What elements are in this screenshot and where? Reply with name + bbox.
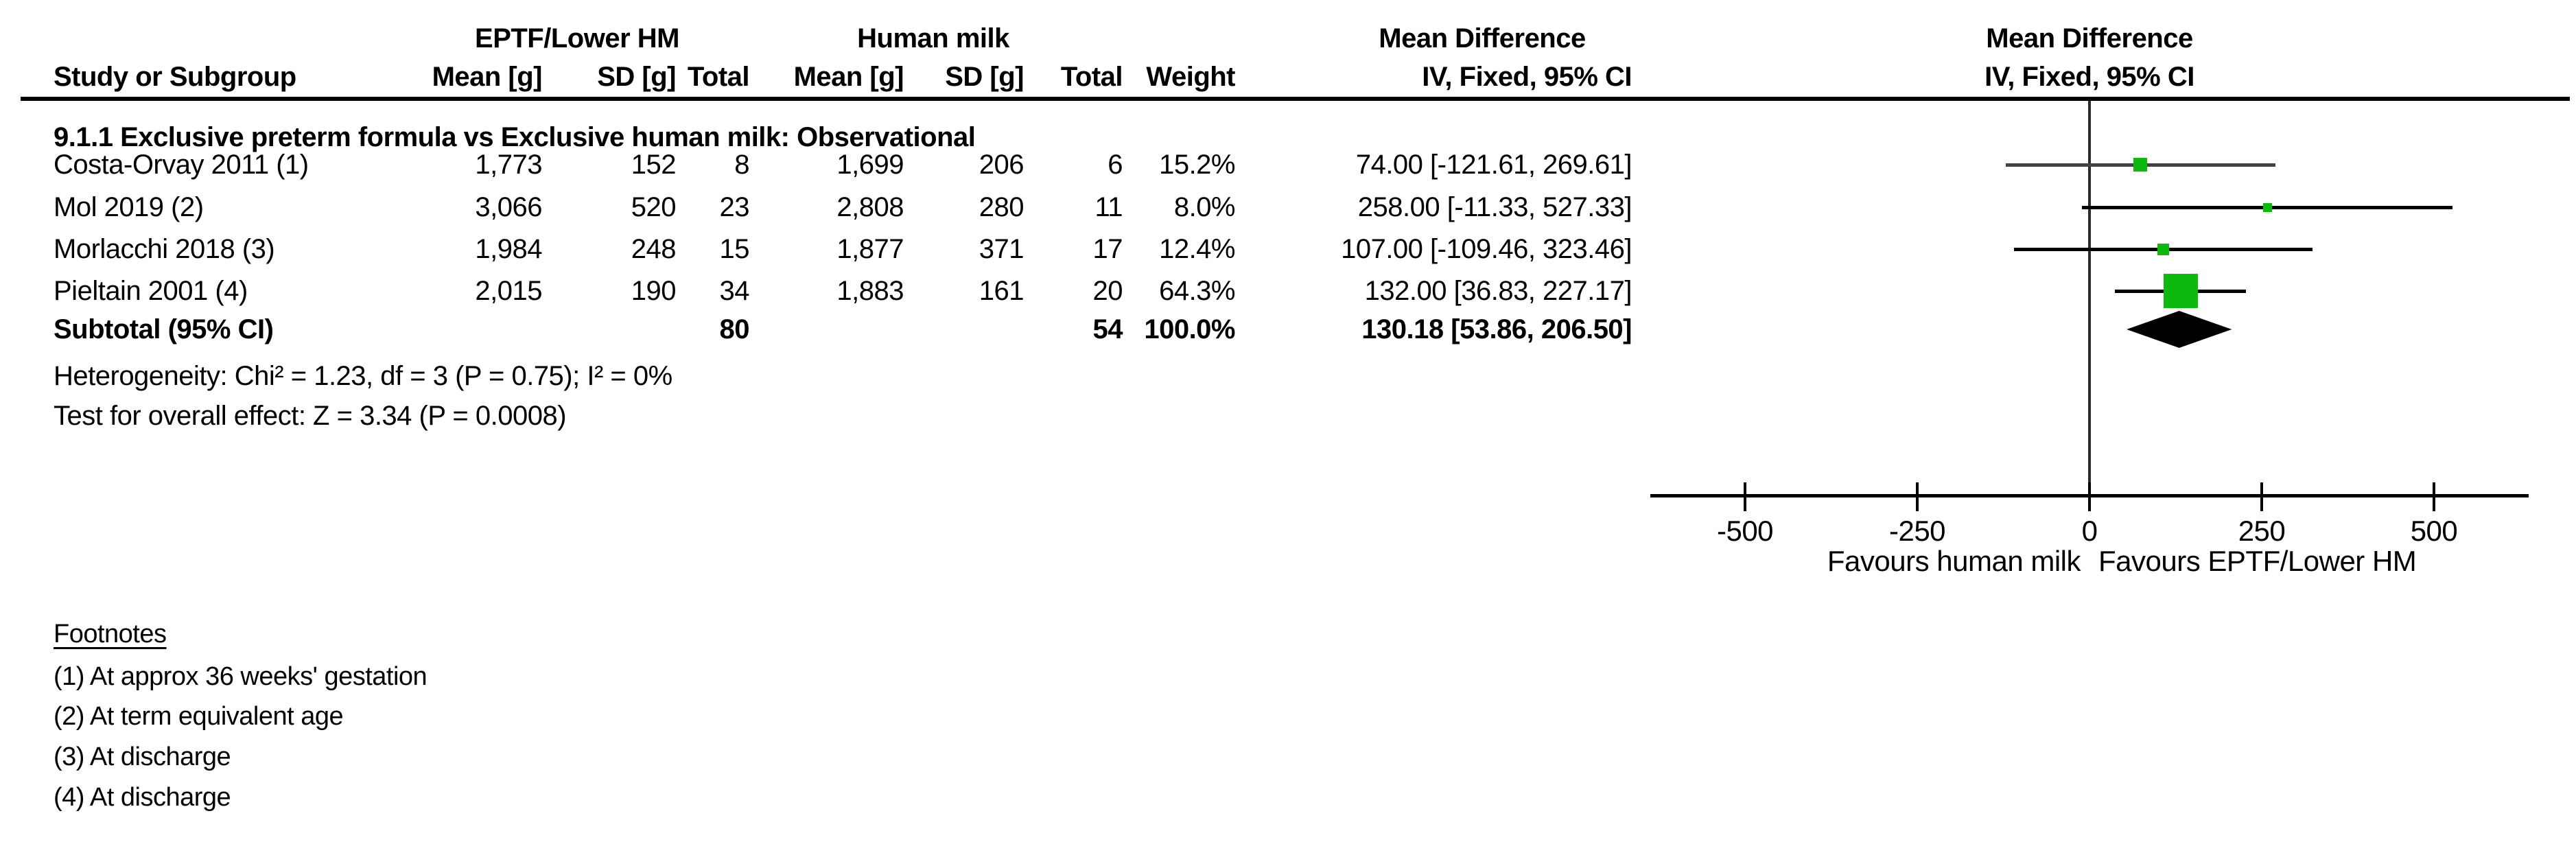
column-header-ci: IV, Fixed, 95% CI [1422, 62, 1632, 92]
mean-control-cell: 1,877 [836, 234, 904, 264]
ci-text-cell: 107.00 [-109.46, 323.46] [1341, 234, 1632, 264]
favours-control-label: Favours human milk [1827, 545, 2081, 577]
header-effect-measure-plot: Mean Difference [1986, 23, 2193, 54]
subtotal-weight-cell: 100.0% [1144, 314, 1235, 344]
total-experimental-cell: 15 [719, 234, 750, 264]
subtotal-ci-text-cell: 130.18 [53.86, 206.50] [1361, 314, 1632, 344]
axis-tick-label: 500 [2410, 515, 2458, 547]
weight-cell: 15.2% [1159, 150, 1235, 180]
mean-experimental-cell: 3,066 [475, 192, 542, 222]
sd-control-cell: 206 [979, 150, 1024, 180]
footnote-item: (3) At discharge [54, 742, 231, 771]
total-experimental-cell: 8 [734, 150, 749, 180]
header-effect-measure-table: Mean Difference [1379, 23, 1586, 54]
footnote-item: (2) At term equivalent age [54, 702, 344, 731]
column-header-total-control: Total [1060, 62, 1123, 92]
sd-control-cell: 280 [979, 192, 1024, 222]
point-estimate-marker [2133, 158, 2148, 172]
favours-experimental-label: Favours EPTF/Lower HM [2098, 545, 2417, 577]
overall-effect-text: Test for overall effect: Z = 3.34 (P = 0… [54, 401, 567, 431]
header-experimental-group: EPTF/Lower HM [475, 23, 679, 54]
subtotal-total-experimental-cell: 80 [719, 314, 750, 344]
heterogeneity-text: Heterogeneity: Chi² = 1.23, df = 3 (P = … [54, 361, 672, 391]
footnotes-title: Footnotes [54, 620, 167, 648]
ci-text-cell: 132.00 [36.83, 227.17] [1364, 276, 1632, 306]
subtotal-diamond [2127, 311, 2232, 348]
mean-control-cell: 1,699 [836, 150, 904, 180]
column-header-total-experimental: Total [687, 62, 750, 92]
mean-control-cell: 2,808 [836, 192, 904, 222]
axis-tick [2088, 482, 2091, 511]
column-header-mean-control: Mean [g] [793, 62, 904, 92]
sd-control-cell: 371 [979, 234, 1024, 264]
study-name-cell: Pieltain 2001 (4) [54, 276, 248, 306]
ci-text-cell: 74.00 [-121.61, 269.61] [1355, 150, 1632, 180]
mean-experimental-cell: 2,015 [475, 276, 542, 306]
sd-experimental-cell: 520 [631, 192, 677, 222]
study-name-cell: Morlacchi 2018 (3) [54, 234, 275, 264]
total-experimental-cell: 34 [719, 276, 750, 306]
total-control-cell: 11 [1094, 192, 1123, 222]
column-header-study: Study or Subgroup [54, 62, 296, 92]
footnote-item: (1) At approx 36 weeks' gestation [54, 662, 428, 691]
sd-experimental-cell: 248 [631, 234, 677, 264]
table-divider-rule [21, 97, 2570, 101]
study-name-cell: Costa-Orvay 2011 (1) [54, 150, 309, 180]
column-header-weight: Weight [1146, 62, 1235, 92]
ci-text-cell: 258.00 [-11.33, 527.33] [1357, 192, 1632, 222]
axis-tick [2260, 482, 2263, 511]
point-estimate-marker [2262, 202, 2272, 212]
axis-tick [1916, 482, 1919, 511]
sd-experimental-cell: 190 [631, 276, 677, 306]
subtotal-label-cell: Subtotal (95% CI) [54, 314, 274, 344]
study-name-cell: Mol 2019 (2) [54, 192, 204, 222]
point-estimate-marker [2157, 243, 2169, 255]
total-control-cell: 20 [1092, 276, 1123, 306]
axis-tick-label: -250 [1888, 515, 1946, 547]
subgroup-title: 9.1.1 Exclusive preterm formula vs Exclu… [54, 122, 976, 152]
axis-tick-label: 0 [2081, 515, 2098, 547]
column-header-mean-experimental: Mean [g] [432, 62, 543, 92]
weight-cell: 12.4% [1159, 234, 1235, 264]
total-control-cell: 17 [1092, 234, 1123, 264]
weight-cell: 8.0% [1173, 192, 1236, 222]
point-estimate-marker [2163, 274, 2198, 308]
axis-tick-label: 250 [2238, 515, 2286, 547]
subtotal-total-control-cell: 54 [1092, 314, 1123, 344]
weight-cell: 64.3% [1159, 276, 1235, 306]
axis-tick [2433, 482, 2435, 511]
sd-experimental-cell: 152 [631, 150, 677, 180]
axis-tick-label: -500 [1716, 515, 1774, 547]
total-experimental-cell: 23 [719, 192, 750, 222]
footnote-item: (4) At discharge [54, 783, 231, 812]
total-control-cell: 6 [1108, 150, 1123, 180]
header-control-group: Human milk [857, 23, 1009, 54]
sd-control-cell: 161 [979, 276, 1024, 306]
column-header-sd-experimental: SD [g] [597, 62, 676, 92]
axis-tick [1744, 482, 1746, 511]
mean-control-cell: 1,883 [836, 276, 904, 306]
plot-zero-line [2088, 101, 2091, 511]
mean-experimental-cell: 1,984 [475, 234, 542, 264]
column-header-ci-plot: IV, Fixed, 95% CI [1984, 62, 2194, 92]
column-header-sd-control: SD [g] [945, 62, 1024, 92]
mean-experimental-cell: 1,773 [475, 150, 542, 180]
